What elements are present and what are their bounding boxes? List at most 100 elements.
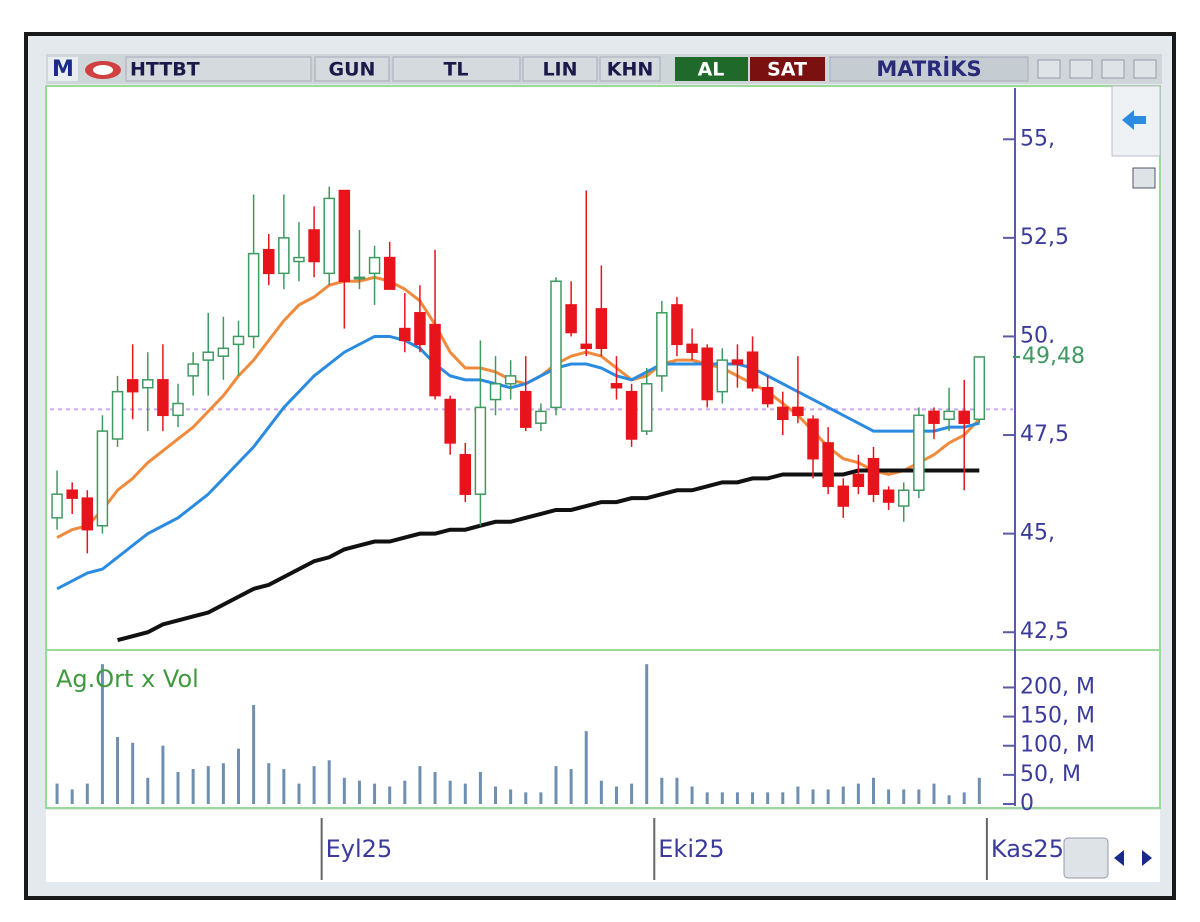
candle-body xyxy=(293,256,305,263)
scale-button[interactable] xyxy=(522,56,598,82)
volume-bar xyxy=(796,786,800,804)
scale-label: LIN xyxy=(542,59,577,81)
y-tick-label: 100, M xyxy=(1020,733,1095,758)
volume-bar xyxy=(161,745,165,804)
candle-body xyxy=(595,308,608,350)
volume-bar xyxy=(191,769,195,804)
volume-bar xyxy=(675,777,679,804)
x-tick-label: Eki25 xyxy=(658,835,724,863)
last-price-box xyxy=(1020,342,1110,371)
volume-bar xyxy=(947,795,951,804)
candle-body xyxy=(308,229,320,263)
mode-button[interactable] xyxy=(48,57,78,81)
y-tick-label: 0 xyxy=(1020,791,1034,816)
candle-body xyxy=(414,312,426,346)
brand-box xyxy=(829,56,1029,82)
candle-body xyxy=(792,406,804,417)
volume-bar xyxy=(660,777,664,804)
volume-bar xyxy=(766,792,770,804)
candle-body xyxy=(716,359,729,393)
refresh-button[interactable] xyxy=(1063,837,1109,879)
candle-body xyxy=(338,189,351,282)
volume-bar xyxy=(887,789,891,804)
sell-button[interactable] xyxy=(750,57,825,81)
candle-body xyxy=(807,418,819,460)
symbol-field[interactable] xyxy=(125,56,312,82)
candle-body xyxy=(429,323,441,397)
candle-body xyxy=(187,363,199,377)
volume-bar xyxy=(735,792,739,804)
mode-label: M xyxy=(52,57,74,82)
candle-body xyxy=(323,197,335,275)
volume-panel xyxy=(45,649,1161,809)
candle-body xyxy=(66,489,78,499)
volume-bar xyxy=(751,792,755,804)
volume-bar xyxy=(841,786,845,804)
volume-bar xyxy=(221,763,225,804)
currency-button[interactable] xyxy=(392,56,521,82)
y-tick-label: 200, M xyxy=(1020,674,1095,699)
symbol-label: HTTBT xyxy=(130,59,200,81)
candle-body xyxy=(444,398,456,444)
volume-bar xyxy=(645,664,649,804)
period-label: GUN xyxy=(329,59,376,81)
candle-body xyxy=(777,406,789,421)
candle-body xyxy=(247,252,260,338)
candle-body xyxy=(459,454,472,495)
volume-bar xyxy=(569,769,573,804)
volume-bar xyxy=(448,780,452,804)
volume-bar xyxy=(418,766,422,804)
candle-body xyxy=(262,248,275,275)
sell-label: SAT xyxy=(767,59,807,81)
volume-bar xyxy=(312,766,316,804)
volume-bar xyxy=(494,786,498,804)
volume-bar xyxy=(690,786,694,804)
candle-body xyxy=(610,383,623,389)
period-button[interactable] xyxy=(314,56,390,82)
y-tick-label: 150, M xyxy=(1020,704,1095,729)
candle-body xyxy=(126,379,139,393)
candle-body xyxy=(580,343,592,350)
candle-body xyxy=(142,379,154,389)
candle-body xyxy=(761,386,774,405)
volume-bar xyxy=(539,792,543,804)
volume-bar xyxy=(357,780,361,804)
panel-title: Ag.Ort x Vol xyxy=(56,665,199,693)
window-buttons[interactable] xyxy=(1037,59,1157,79)
volume-bar xyxy=(388,786,392,804)
volume-bar xyxy=(433,771,437,804)
volume-bar xyxy=(917,789,921,804)
volume-bar xyxy=(977,777,981,804)
candle-body xyxy=(958,410,970,424)
buy-button[interactable] xyxy=(675,57,748,81)
volume-bar xyxy=(856,783,860,804)
y-tick-label: 50, M xyxy=(1020,762,1081,787)
volume-bar xyxy=(403,780,407,804)
date-panel xyxy=(46,810,1160,882)
volume-bar xyxy=(781,792,785,804)
buy-label: AL xyxy=(698,59,725,81)
volume-bar xyxy=(902,789,906,804)
volume-bar xyxy=(478,771,482,804)
y-tick-label: 47,5 xyxy=(1020,422,1069,447)
nav-arrows[interactable] xyxy=(1114,850,1152,866)
candle-body xyxy=(399,327,411,342)
volume-bar xyxy=(206,766,210,804)
y-tick-label: 42,5 xyxy=(1020,619,1069,644)
volume-bar xyxy=(614,786,618,804)
panel-button[interactable] xyxy=(1132,167,1156,189)
candle-body xyxy=(928,410,940,424)
candle-body xyxy=(973,356,986,421)
volume-bar xyxy=(373,783,377,804)
moving-average xyxy=(117,468,980,643)
style-button[interactable] xyxy=(599,56,661,82)
brand-label: MATRİKS xyxy=(876,56,981,81)
style-label: KHN xyxy=(607,59,654,81)
candle-body xyxy=(746,351,759,389)
scroll-button[interactable] xyxy=(1111,85,1161,157)
volume-bar xyxy=(872,777,875,804)
candle-body xyxy=(51,493,63,519)
candle-body xyxy=(943,410,955,421)
candle-body xyxy=(157,379,169,417)
candle-body xyxy=(111,390,124,440)
